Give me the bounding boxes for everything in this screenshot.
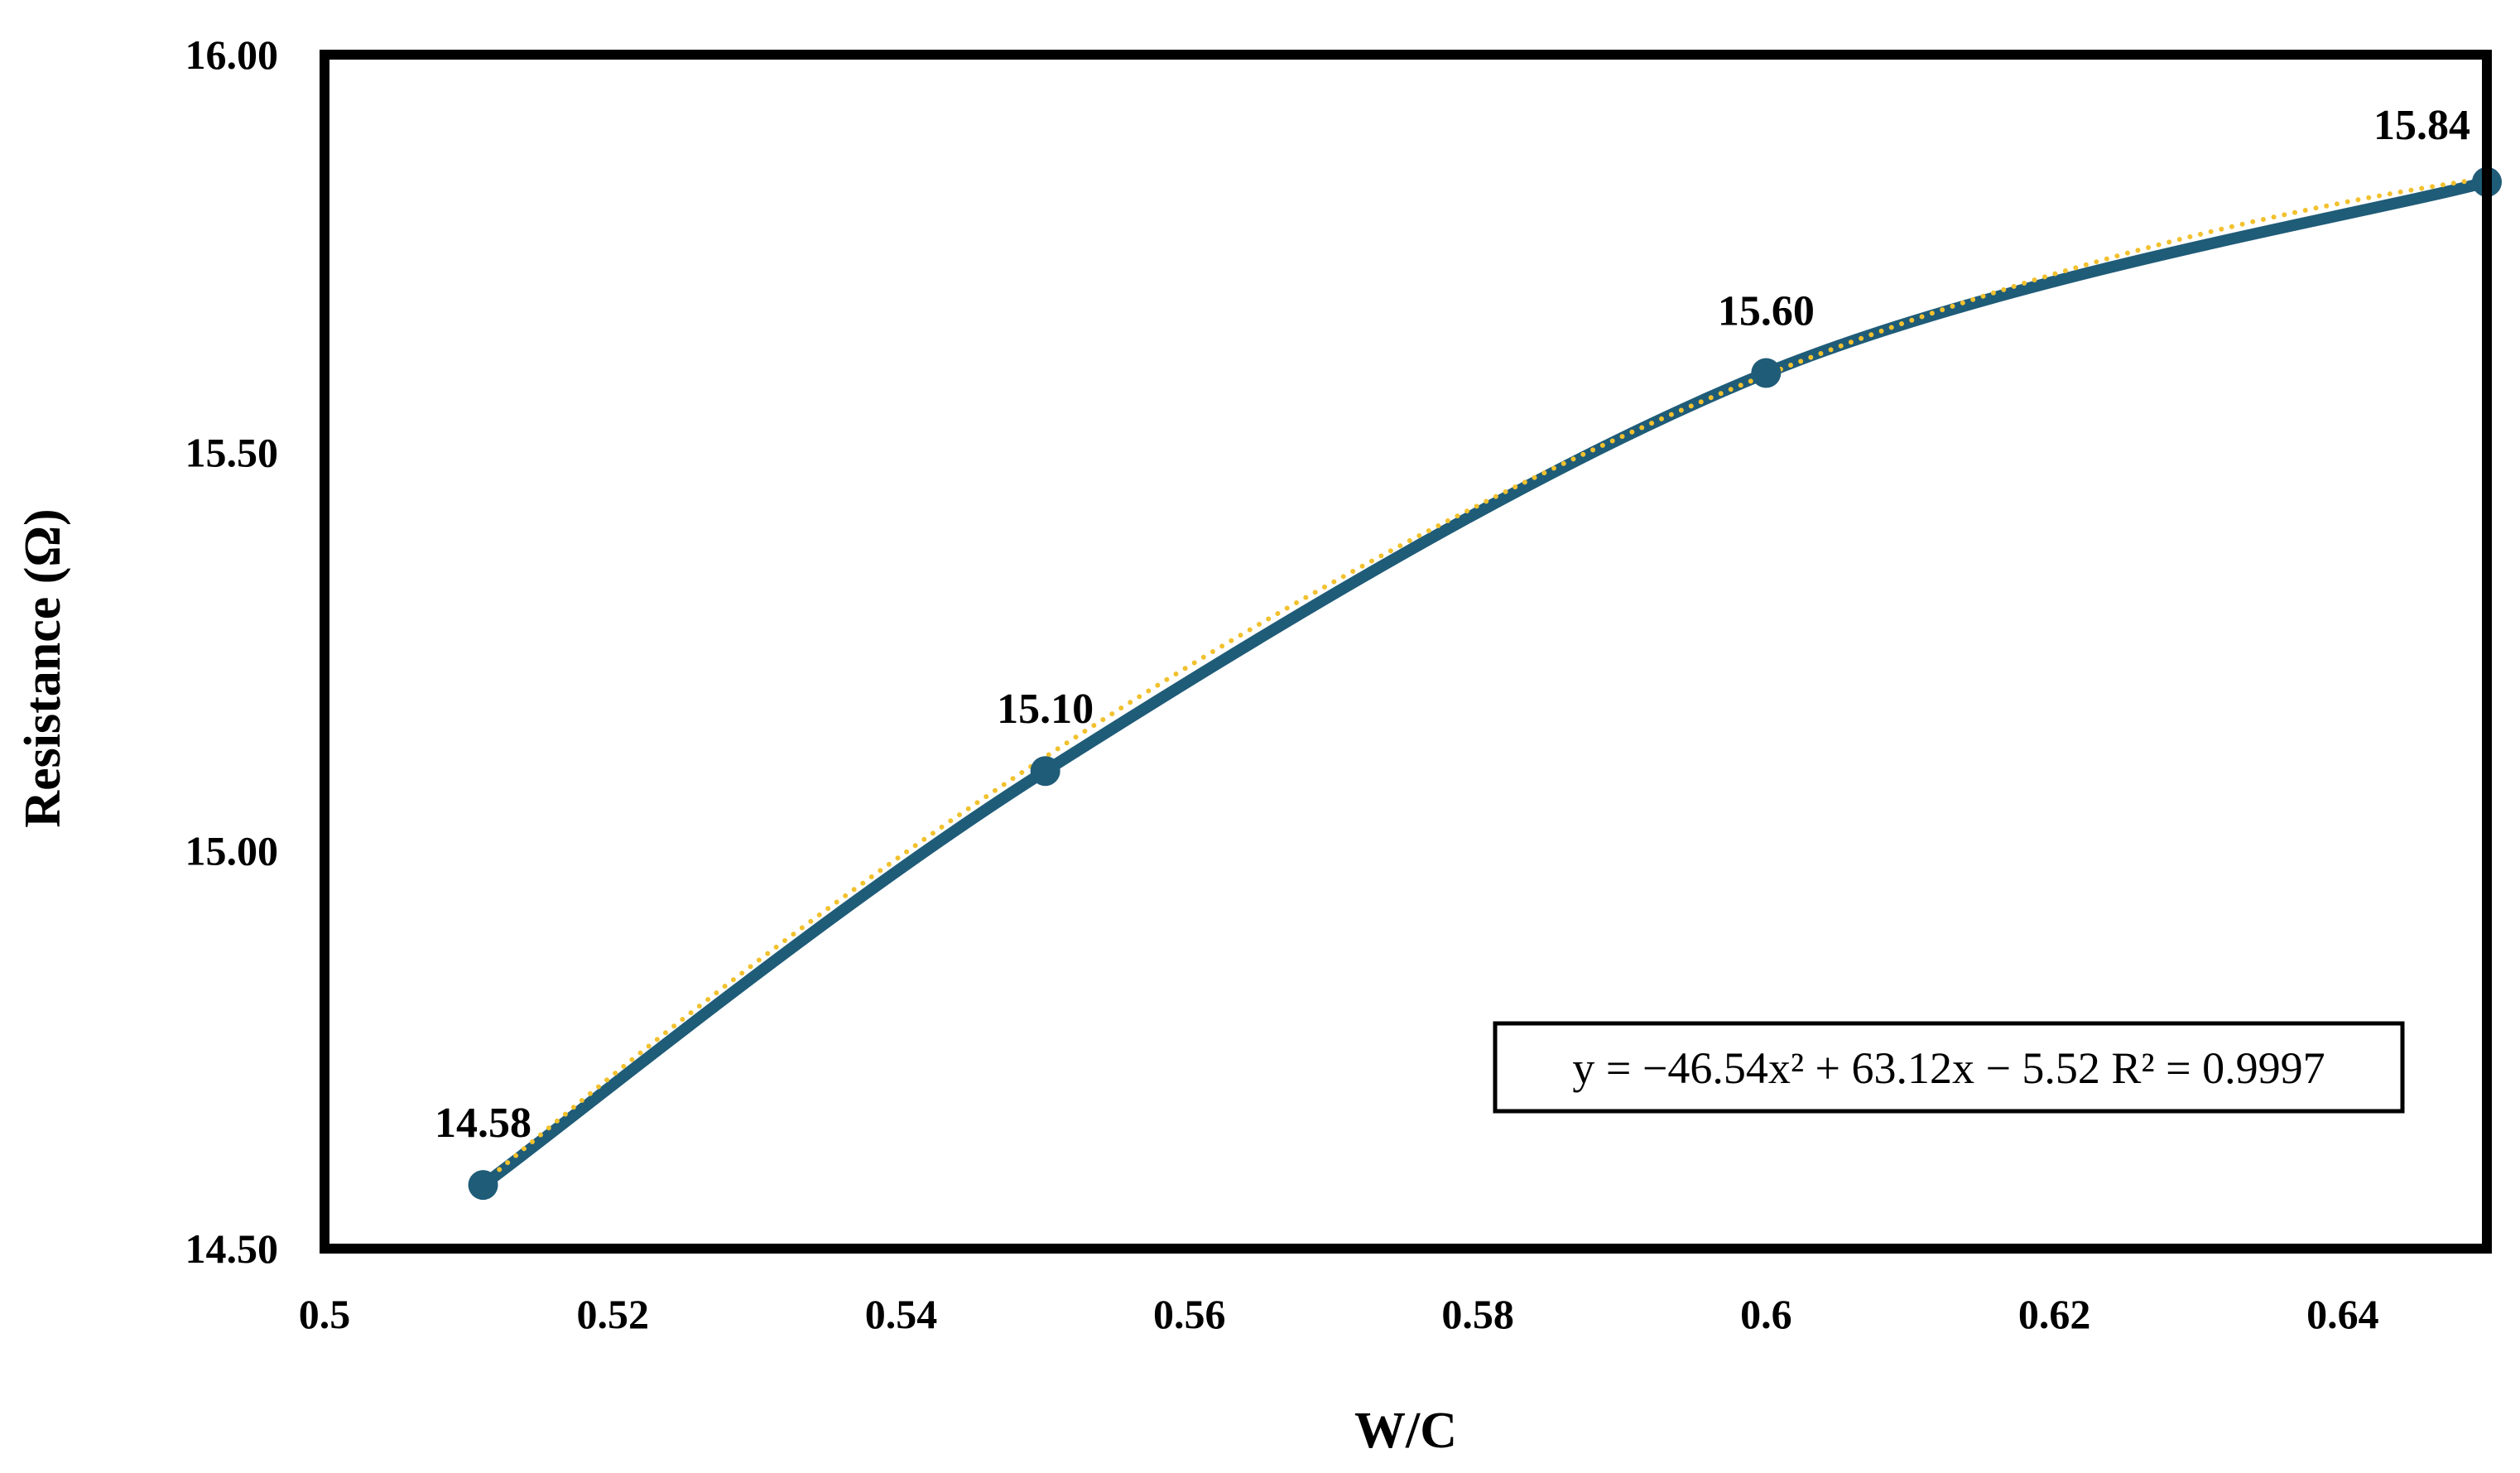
data-point — [1030, 756, 1060, 787]
data-label: 15.10 — [997, 686, 1094, 733]
y-tick-label: 16.00 — [185, 31, 279, 78]
y-axis-title: Resistance (Ω) — [15, 508, 71, 827]
data-labels: 14.58 15.10 15.60 15.84 — [435, 102, 2470, 1147]
trendline-equation-box: y = −46.54x² + 63.12x − 5.52 R² = 0.9997 — [1493, 1021, 2405, 1114]
data-point — [468, 1170, 498, 1201]
plot-area-frame — [320, 50, 2492, 1254]
x-tick-label: 0.64 — [2306, 1291, 2379, 1337]
y-tick-label: 15.00 — [185, 827, 279, 874]
plot-layer — [468, 166, 2502, 1201]
data-label: 15.84 — [2373, 102, 2470, 149]
y-tick-label: 15.50 — [185, 430, 279, 476]
data-point — [1751, 358, 1782, 388]
trendline — [480, 176, 2489, 1187]
x-tick-label: 0.52 — [577, 1291, 650, 1337]
data-label: 14.58 — [435, 1100, 531, 1147]
x-tick-label: 0.62 — [2018, 1291, 2091, 1337]
series-line — [477, 176, 2493, 1191]
axis-ticks: 0.5 0.52 0.54 0.56 0.58 0.6 0.62 0.64 14.50 15.00… — [185, 31, 2379, 1337]
x-axis-title: W/C — [1354, 1403, 1457, 1459]
x-tick-label: 0.56 — [1153, 1291, 1226, 1337]
x-tick-label: 0.5 — [299, 1291, 351, 1337]
y-tick-label: 14.50 — [185, 1225, 279, 1272]
x-tick-label: 0.6 — [1740, 1291, 1792, 1337]
equation-box-border — [1493, 1021, 2405, 1114]
data-label: 15.60 — [1718, 288, 1815, 335]
trendline-equation: y = −46.54x² + 63.12x − 5.52 R² = 0.9997 — [1572, 1043, 2325, 1093]
x-tick-label: 0.54 — [865, 1291, 938, 1337]
x-tick-label: 0.58 — [1441, 1291, 1514, 1337]
